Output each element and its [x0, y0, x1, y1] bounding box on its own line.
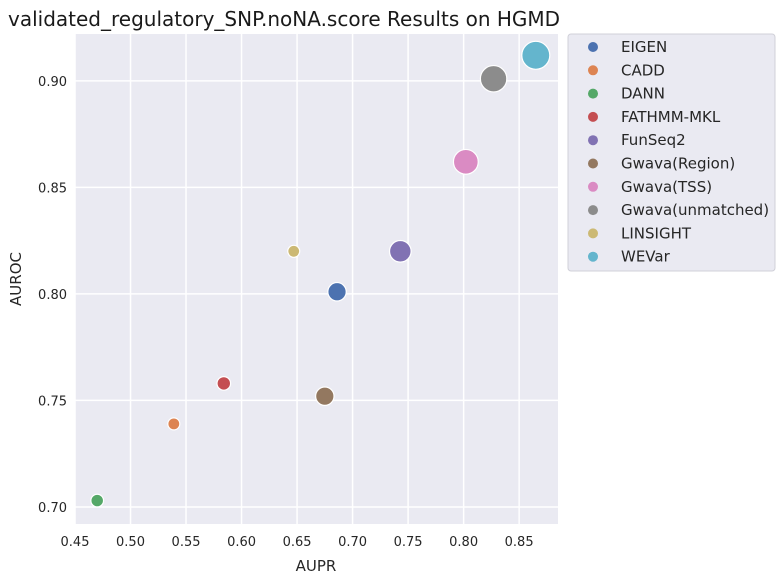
x-tick-label: 0.85 — [505, 535, 534, 550]
y-tick-label: 0.90 — [38, 75, 67, 90]
grid-lines — [74, 34, 558, 524]
legend-label-gwava-tss: Gwava(TSS) — [621, 178, 712, 196]
point-wevar — [521, 40, 551, 70]
legend-label-gwava-region: Gwava(Region) — [621, 155, 735, 173]
y-tick-label: 0.80 — [38, 288, 67, 303]
x-tick-label: 0.45 — [61, 535, 90, 550]
point-gwava-tss — [452, 148, 479, 175]
legend-label-cadd: CADD — [621, 61, 665, 79]
legend-marker-funseq2 — [588, 135, 598, 146]
x-tick-label: 0.70 — [338, 535, 367, 550]
legend-marker-gwava-region — [588, 158, 598, 169]
x-tick-label: 0.55 — [172, 535, 201, 550]
legend-label-funseq2: FunSeq2 — [621, 131, 686, 149]
x-tick-labels: 0.45 0.50 0.55 0.60 0.65 0.70 0.75 0.80 0.85 — [61, 535, 534, 550]
point-gwava-unmatched — [479, 64, 508, 93]
legend-marker-cadd — [588, 65, 598, 76]
legend-marker-dann — [588, 88, 598, 99]
point-linsight — [287, 244, 301, 258]
legend-label-eigen: EIGEN — [621, 38, 667, 56]
x-tick-label: 0.50 — [116, 535, 145, 550]
legend-marker-wevar — [588, 251, 598, 262]
point-eigen — [327, 281, 347, 302]
data-points — [90, 40, 551, 508]
legend-label-gwava-unmatched: Gwava(unmatched) — [621, 201, 769, 219]
plot-area — [75, 34, 558, 524]
legend: EIGEN CADD DANN FATHMM-MKL FunSeq2 Gwava(Regi… — [567, 33, 776, 272]
point-cadd — [167, 417, 181, 431]
legend-box — [567, 33, 776, 272]
point-funseq2 — [388, 239, 412, 263]
point-dann — [90, 493, 105, 508]
x-tick-label: 0.60 — [227, 535, 256, 550]
legend-label-wevar: WEVar — [621, 248, 671, 266]
legend-marker-eigen — [588, 42, 598, 52]
x-tick-label: 0.80 — [449, 535, 478, 550]
y-tick-labels: 0.70 0.75 0.80 0.85 0.90 — [38, 75, 67, 516]
x-axis-label: AUPR — [296, 557, 337, 575]
y-axis-label: AUROC — [7, 252, 25, 306]
x-tick-label: 0.65 — [283, 535, 312, 550]
legend-label-dann: DANN — [621, 85, 665, 103]
legend-marker-fathmm-mkl — [588, 111, 598, 122]
x-tick-label: 0.75 — [394, 535, 423, 550]
legend-label-fathmm-mkl: FATHMM-MKL — [621, 108, 721, 126]
legend-marker-gwava-unmatched — [588, 205, 598, 216]
point-fathmm-mkl — [216, 375, 232, 391]
y-tick-label: 0.70 — [38, 501, 67, 516]
y-tick-label: 0.75 — [38, 394, 67, 409]
chart-title: validated_regulatory_SNP.noNA.score Resu… — [8, 7, 560, 31]
point-gwava-region — [315, 386, 335, 406]
y-tick-label: 0.85 — [38, 181, 67, 196]
legend-marker-gwava-tss — [588, 181, 598, 192]
legend-label-linsight: LINSIGHT — [621, 224, 692, 242]
legend-marker-linsight — [588, 228, 598, 239]
